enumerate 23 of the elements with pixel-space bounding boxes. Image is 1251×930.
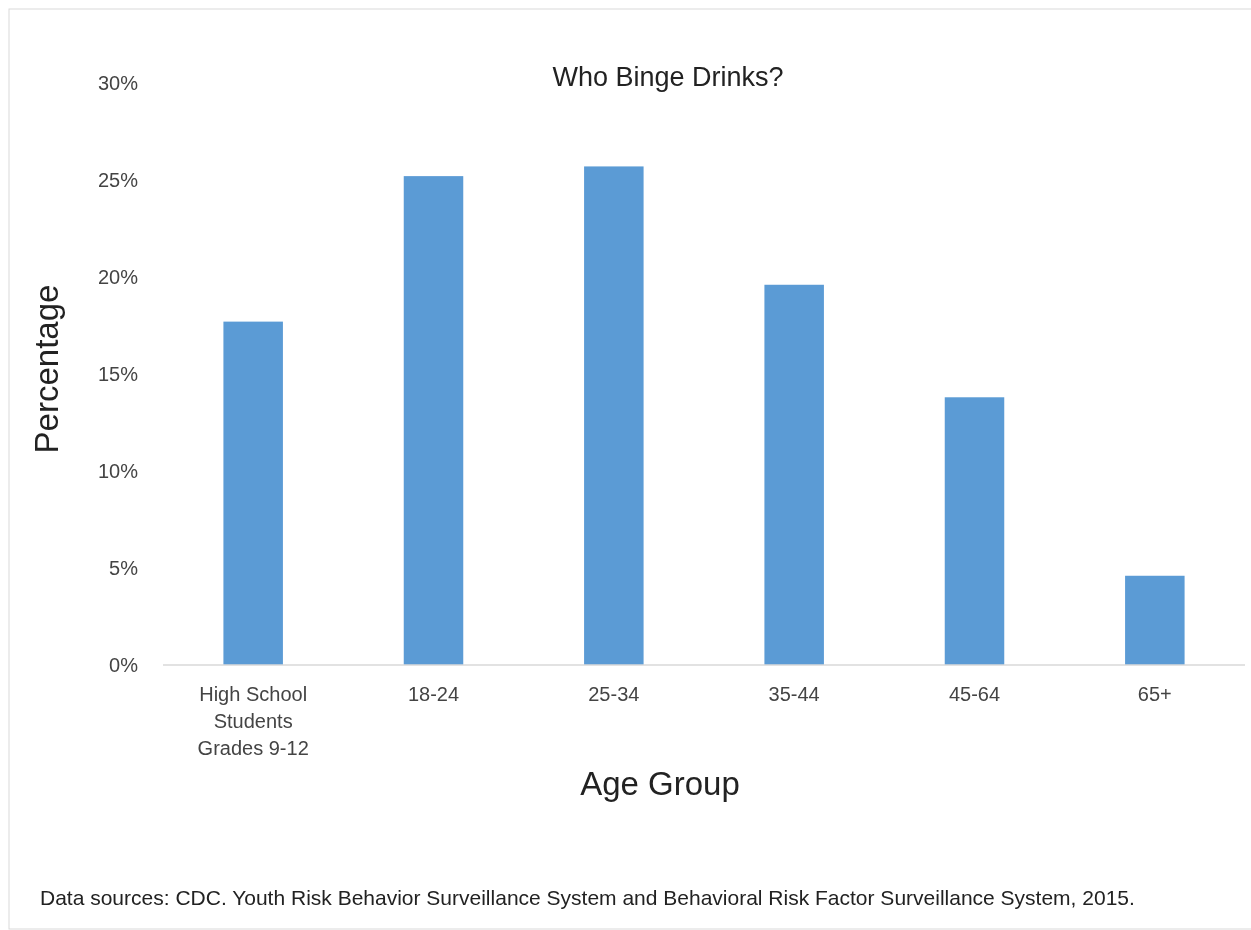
x-tick-label: 35-44 [768,683,820,705]
bar [584,166,644,665]
y-tick-label: 20% [97,266,139,288]
bar [944,397,1005,665]
y-tick-label: 25% [97,169,139,191]
bar [764,284,824,665]
bar [403,176,464,665]
bar [223,321,283,665]
y-tick-label: 5% [109,557,139,579]
y-axis-title: Percentage [28,284,65,454]
y-tick-label: 10% [97,460,139,482]
chart-title: Who Binge Drinks? [552,62,784,92]
text: Data sources: CDC. Youth Risk Behavior Surveillance System and Behavioral Risk Factor Surveillance System, 2015. [40,886,1135,909]
x-tick-label: 25-34 [588,683,640,705]
x-tick-label: 65+ [1137,683,1172,705]
bar [1125,575,1185,665]
x-tick-label: 45-64 [948,683,1001,705]
x-tick-label: 18-24 [407,683,460,705]
y-tick-label: 0% [109,654,139,676]
y-tick-label: 30% [97,72,139,94]
x-tick-label: High School Students Grades 9-12 [197,683,309,759]
y-tick-label: 15% [97,363,139,385]
x-axis-title: Age Group [580,765,740,802]
